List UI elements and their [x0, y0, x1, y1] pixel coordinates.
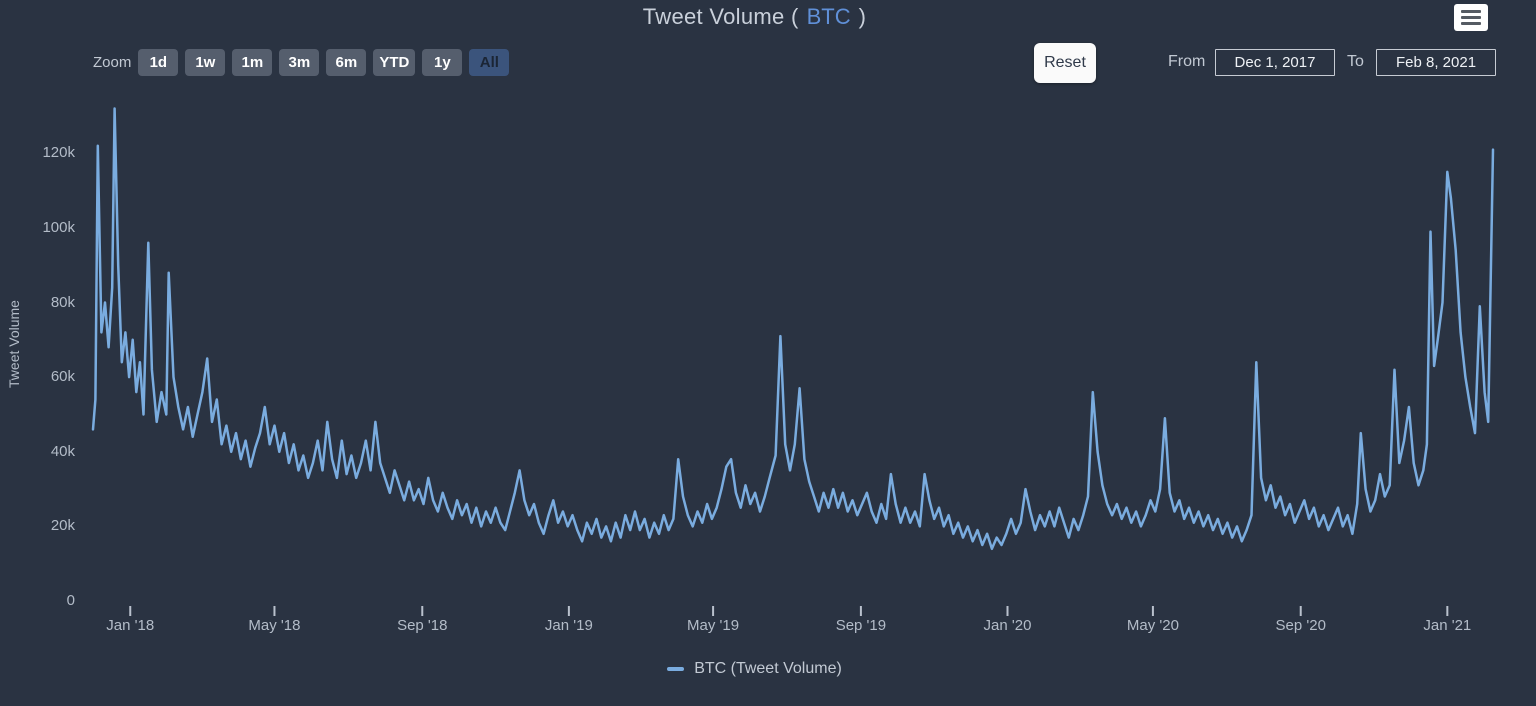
y-axis-label: 0 — [66, 592, 75, 609]
hamburger-menu-icon — [1461, 10, 1481, 13]
from-date-input[interactable] — [1215, 49, 1335, 76]
x-axis-label: Sep '18 — [397, 617, 448, 634]
export-menu-button[interactable] — [1454, 4, 1488, 31]
chart-title: Tweet Volume ( BTC ) — [0, 0, 1509, 34]
zoom-button-1m[interactable]: 1m — [232, 48, 273, 76]
zoom-button-group: Zoom 1d 1w 1m 3m 6m YTD 1y All — [93, 40, 510, 84]
title-symbol-btc: BTC — [806, 4, 851, 29]
y-axis-label: 20k — [50, 517, 75, 535]
hamburger-menu-icon — [1461, 16, 1481, 19]
x-axis-label: May '19 — [687, 617, 740, 634]
y-axis-label: 40k — [50, 442, 75, 460]
zoom-button-1y[interactable]: 1y — [422, 48, 463, 76]
y-axis-labels: 0 20k 40k 60k 80k 100k 120k — [0, 0, 75, 706]
x-axis-label: Jan '20 — [983, 617, 1032, 634]
zoom-label: Zoom — [93, 53, 132, 71]
x-axis-label: Jan '19 — [544, 617, 593, 634]
x-axis-label: Jan '21 — [1423, 617, 1472, 634]
x-axis-label: Sep '20 — [1275, 617, 1326, 634]
zoom-button-3m[interactable]: 3m — [279, 48, 320, 76]
from-label: From — [1168, 53, 1206, 70]
zoom-button-1d[interactable]: 1d — [138, 48, 179, 76]
y-axis-label: 120k — [42, 144, 75, 162]
btc-series-line — [91, 107, 1495, 551]
x-axis-label: May '20 — [1126, 617, 1179, 634]
title-suffix: ) — [858, 4, 867, 29]
x-axis-label: Sep '19 — [835, 617, 887, 634]
zoom-button-ytd[interactable]: YTD — [373, 48, 416, 76]
zoom-button-6m[interactable]: 6m — [326, 48, 367, 76]
to-label: To — [1347, 53, 1364, 70]
reset-button[interactable]: Reset — [1034, 43, 1096, 83]
y-axis-label: 80k — [50, 293, 75, 311]
x-axis-label: May '18 — [248, 617, 301, 634]
legend[interactable]: BTC (Tweet Volume) — [0, 652, 1509, 686]
y-axis-label: 100k — [42, 218, 75, 236]
title-prefix: Tweet Volume ( — [642, 4, 799, 29]
legend-line-swatch-icon — [667, 667, 685, 671]
zoom-buttons: 1d 1w 1m 3m 6m YTD 1y All — [138, 48, 510, 76]
zoom-button-all[interactable]: All — [469, 48, 510, 76]
x-axis-label: Jan '18 — [106, 617, 155, 634]
hamburger-menu-icon — [1461, 22, 1481, 25]
zoom-button-1w[interactable]: 1w — [185, 48, 226, 76]
to-date-input[interactable] — [1376, 49, 1496, 76]
legend-label: BTC (Tweet Volume) — [694, 660, 842, 677]
y-axis-label: 60k — [50, 368, 75, 386]
